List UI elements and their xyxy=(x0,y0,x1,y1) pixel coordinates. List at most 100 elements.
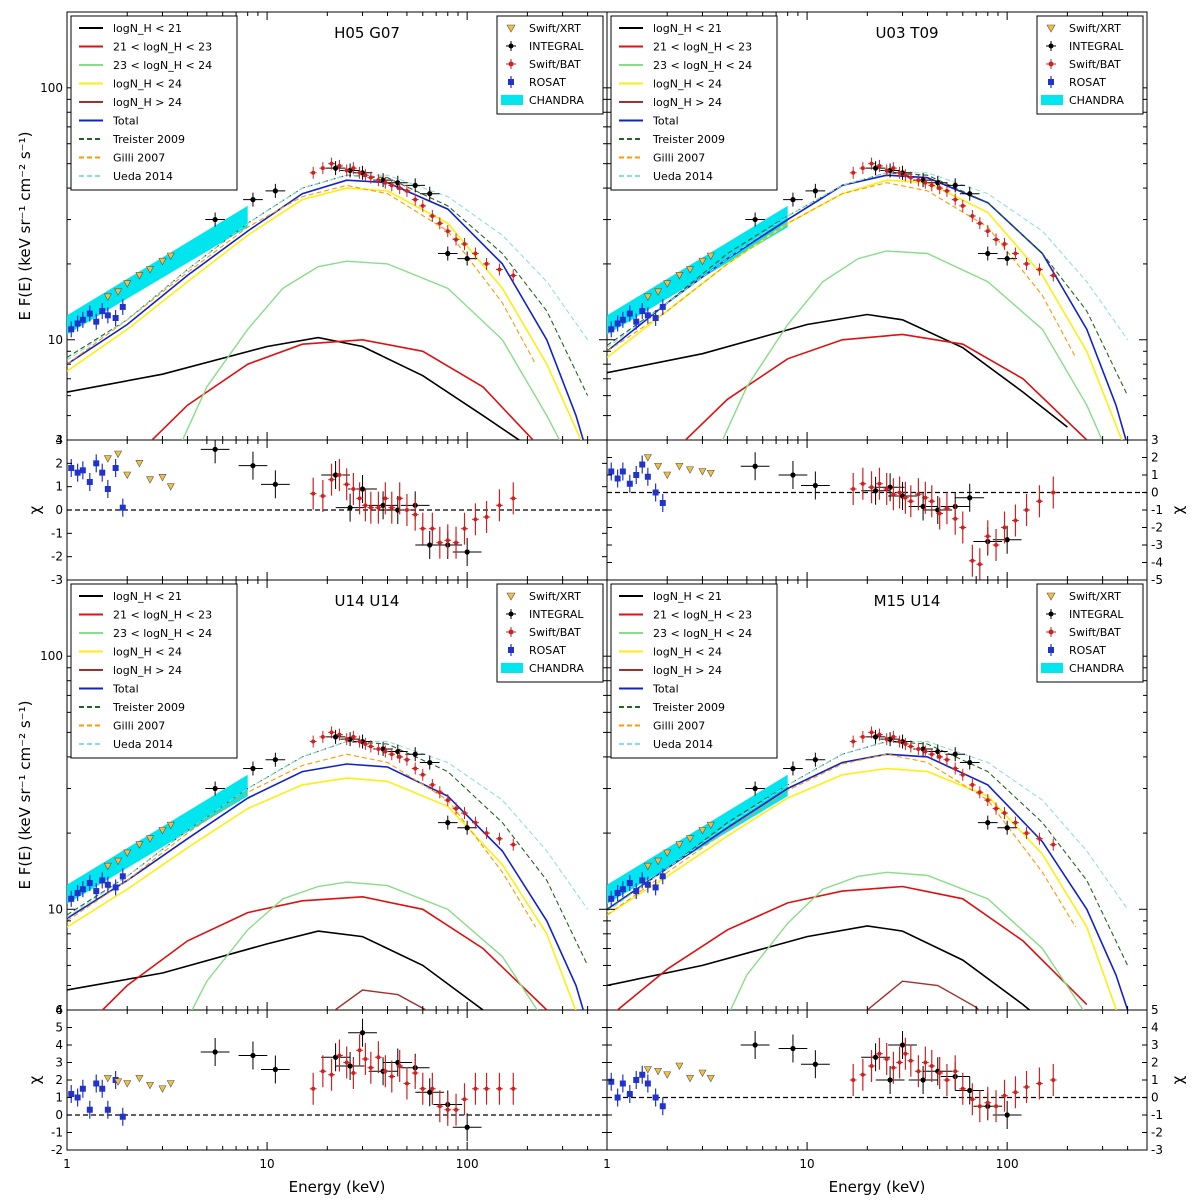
xrt-point xyxy=(643,862,652,871)
rosat-point xyxy=(93,318,100,325)
legend-label: logN_H < 24 xyxy=(113,78,182,91)
bat-res-point xyxy=(953,516,958,521)
bat-point xyxy=(368,175,373,180)
legend-label: logN_H > 24 xyxy=(653,664,722,677)
integral-point xyxy=(212,216,218,223)
model-ctk xyxy=(333,989,428,1010)
legend-label: ROSAT xyxy=(529,76,566,89)
model-mid xyxy=(684,333,1088,440)
rosat-point xyxy=(74,320,81,327)
legend-marker xyxy=(508,61,514,67)
bat-point xyxy=(884,168,889,173)
bat-point xyxy=(413,197,418,202)
res-tick-label: 2 xyxy=(1151,1056,1159,1070)
bat-point xyxy=(929,183,934,188)
integral-res-point xyxy=(790,1045,796,1052)
rosat-point xyxy=(99,877,106,884)
legend-label: Treister 2009 xyxy=(652,133,725,146)
bat-point xyxy=(970,782,975,787)
rosat-point xyxy=(68,326,75,333)
bat-point xyxy=(437,790,442,795)
bat-point xyxy=(944,188,949,193)
rosat-res-point xyxy=(112,465,119,471)
integral-res-point xyxy=(332,472,339,478)
integral-res-point xyxy=(359,1030,366,1036)
xrt-point xyxy=(123,280,132,288)
integral-point xyxy=(332,734,339,740)
bat-point xyxy=(511,842,516,847)
y-tick-label: 4 xyxy=(55,1003,63,1017)
integral-point xyxy=(395,180,401,186)
panel-title: U14 U14 xyxy=(335,592,400,610)
bat-point xyxy=(1051,842,1056,847)
rosat-res-point xyxy=(608,468,615,475)
rosat-point xyxy=(644,881,651,888)
data-legend: Swift/XRT INTEGRAL Swift/BAT ROSAT CHANDRA xyxy=(496,15,604,115)
bat-res-point xyxy=(473,1086,478,1091)
bat-point xyxy=(329,730,334,735)
res-tick-label: 3 xyxy=(1151,1038,1159,1052)
integral-res-point xyxy=(920,503,926,510)
rosat-point xyxy=(639,308,646,315)
xrt-point xyxy=(158,257,167,266)
model-thick xyxy=(721,250,1103,440)
bat-res-point xyxy=(344,482,349,487)
rosat-point xyxy=(639,877,646,884)
res-tick-label: 3 xyxy=(55,1056,63,1070)
panel-title: H05 G07 xyxy=(334,24,400,42)
legend-label: Gilli 2007 xyxy=(653,152,705,165)
bat-res-point xyxy=(413,1071,418,1075)
rosat-point xyxy=(614,889,621,896)
legend-marker xyxy=(508,611,514,617)
bat-point xyxy=(462,811,467,816)
xrt-point xyxy=(166,821,175,830)
bat-point xyxy=(404,757,409,762)
integral-res-point xyxy=(872,1054,879,1060)
rosat-point xyxy=(659,303,666,310)
x-tick-label: 100 xyxy=(996,1157,1019,1171)
rosat-res-point xyxy=(626,1091,633,1097)
model-gilli xyxy=(67,753,537,928)
legend-marker xyxy=(1048,647,1054,653)
bat-point xyxy=(445,229,450,234)
legend-label: 23 < logN_H < 24 xyxy=(653,627,752,640)
y-tick-label: 10 xyxy=(48,333,63,347)
main-plot-area xyxy=(607,726,1129,1010)
model-yellow xyxy=(67,187,582,440)
bat-res-point xyxy=(462,526,467,531)
xrt-res-point xyxy=(643,454,652,462)
bat-point xyxy=(1002,241,1007,246)
rosat-res-point xyxy=(619,468,626,475)
bat-res-point xyxy=(884,1057,889,1061)
integral-point xyxy=(985,250,991,257)
bat-point xyxy=(1037,267,1042,272)
res-tick-label: 0 xyxy=(55,1108,63,1122)
bat-point xyxy=(404,188,409,193)
bat-res-point xyxy=(397,496,402,501)
res-tick-label: -5 xyxy=(1151,573,1163,587)
xrt-point xyxy=(675,841,684,849)
xrt-point xyxy=(663,280,672,288)
xrt-point xyxy=(135,841,144,849)
panel-2: -5 -4 -3 -2 -1 0 1 2 3 χ U03 T09 logN_H < 21 21 < lo… xyxy=(606,11,1187,592)
chandra-band xyxy=(607,774,788,904)
xrt-point xyxy=(654,857,663,866)
bat-res-point xyxy=(851,487,856,491)
bat-point xyxy=(511,273,516,278)
res-tick-label: -2 xyxy=(1151,521,1163,535)
bat-point xyxy=(376,178,381,183)
integral-point xyxy=(952,182,958,188)
rosat-point xyxy=(86,310,93,317)
rosat-res-point xyxy=(639,1071,646,1078)
legend-label: 23 < logN_H < 24 xyxy=(113,59,212,72)
residual-axis-title: χ xyxy=(1169,505,1187,514)
integral-res-point xyxy=(427,1089,433,1095)
legend-label: 21 < logN_H < 23 xyxy=(113,609,212,622)
res-tick-label: 1 xyxy=(1151,468,1159,482)
legend-label: logN_H < 21 xyxy=(113,590,182,603)
integral-point xyxy=(250,197,256,203)
model-ctk xyxy=(836,446,1015,592)
integral-point xyxy=(967,191,973,197)
model-yellow xyxy=(607,767,1118,1010)
legend-label: ROSAT xyxy=(529,644,566,657)
